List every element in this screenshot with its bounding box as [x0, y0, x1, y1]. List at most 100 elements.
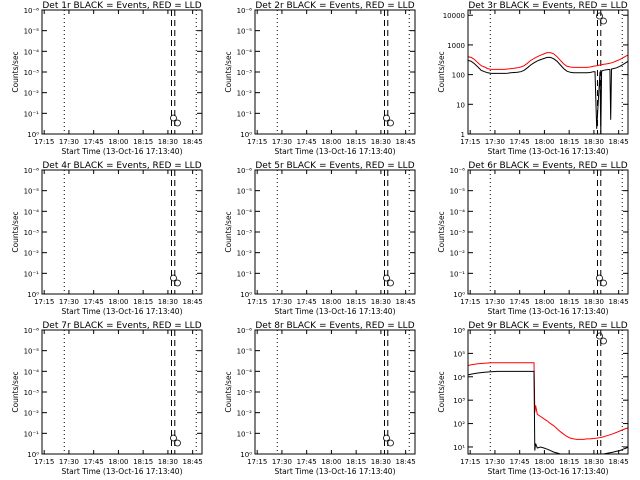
x-tick-label: 17:15: [34, 298, 54, 306]
y-tick-label: 10⁵: [453, 350, 465, 358]
event-marker: [174, 119, 181, 127]
y-tick-label: 10⁻⁶: [237, 7, 253, 15]
plot-frame: [467, 9, 629, 135]
y-tick-label: 10⁰: [27, 451, 39, 459]
x-tick-label: 18:45: [183, 298, 203, 306]
x-tick-label: 17:45: [297, 138, 317, 146]
x-tick-label: 17:15: [34, 138, 54, 146]
event-marker: [387, 279, 394, 287]
event-marker: [170, 434, 177, 442]
y-tick-label: 10⁻⁵: [237, 188, 253, 196]
y-tick-label: 10⁻⁵: [24, 348, 40, 356]
y-axis-label: Counts/sec: [11, 371, 20, 412]
y-tick-label: 10⁰: [240, 451, 252, 459]
plot-frame: [467, 329, 629, 455]
y-tick-label: 10⁻⁶: [237, 327, 253, 335]
x-tick-label: 17:45: [84, 458, 104, 466]
panel-title: Det 4r BLACK = Events, RED = LLD: [42, 161, 201, 171]
x-tick-label: 17:30: [59, 138, 79, 146]
x-tick-label: 17:45: [84, 138, 104, 146]
x-tick-label: 18:30: [584, 138, 604, 146]
x-tick-label: 18:15: [133, 298, 153, 306]
y-tick-label: 10²: [453, 421, 465, 429]
x-tick-label: 17:45: [510, 458, 530, 466]
x-tick-label: 18:45: [609, 138, 629, 146]
y-tick-label: 1: [461, 131, 465, 139]
y-tick-label: 10⁰: [240, 131, 252, 139]
y-tick-label: 10⁻³: [237, 389, 253, 397]
panel-title: Det 8r BLACK = Events, RED = LLD: [255, 321, 414, 331]
y-tick-label: 10⁻⁵: [24, 28, 40, 36]
x-tick-label: 18:45: [183, 138, 203, 146]
plot-frame: [41, 329, 203, 455]
y-tick-label: 10⁻³: [450, 229, 466, 237]
x-tick-label: 17:45: [510, 298, 530, 306]
y-tick-label: 10⁻⁶: [24, 7, 40, 15]
plot-frame: [467, 169, 629, 295]
y-tick-label: 10⁻²: [24, 250, 40, 258]
panel-title: Det 2r BLACK = Events, RED = LLD: [255, 1, 414, 11]
y-tick-label: 10⁻¹: [237, 110, 253, 118]
y-tick-label: 10⁰: [453, 291, 465, 299]
panel-1: Det 1r BLACK = Events, RED = LLD Counts/s…: [11, 1, 203, 156]
y-axis-label: Counts/sec: [224, 51, 233, 92]
panel-2: Det 2r BLACK = Events, RED = LLD Counts/s…: [224, 1, 416, 156]
y-tick-label: 10⁻²: [237, 90, 253, 98]
y-tick-label: 10⁻²: [237, 410, 253, 418]
x-tick-label: 17:15: [247, 458, 267, 466]
panel-title: Det 6r BLACK = Events, RED = LLD: [468, 161, 627, 171]
panel-title: Det 9r BLACK = Events, RED = LLD: [468, 321, 627, 331]
y-tick-label: 10⁻¹: [24, 110, 40, 118]
x-tick-label: 18:15: [346, 458, 366, 466]
x-tick-label: 17:30: [272, 458, 292, 466]
y-tick-label: 1000: [447, 42, 465, 50]
x-tick-label: 17:45: [510, 138, 530, 146]
y-axis-label: Counts/sec: [437, 211, 446, 252]
panel-7: Det 7r BLACK = Events, RED = LLD Counts/s…: [11, 321, 203, 476]
y-tick-label: 10⁻⁶: [24, 167, 40, 175]
x-tick-label: 18:45: [183, 458, 203, 466]
x-tick-label: 18:00: [108, 458, 128, 466]
x-tick-label: 17:30: [272, 298, 292, 306]
plot-frame: [254, 329, 416, 455]
panel-6: Det 6r BLACK = Events, RED = LLD Counts/s…: [437, 161, 629, 316]
event-rate-line: [467, 56, 629, 135]
x-tick-label: 17:30: [59, 298, 79, 306]
y-tick-label: 10⁻⁴: [237, 368, 253, 376]
x-tick-label: 18:45: [396, 458, 416, 466]
x-tick-label: 18:00: [534, 298, 554, 306]
y-axis-label: Counts/sec: [437, 51, 446, 92]
y-tick-label: 10⁴: [453, 374, 465, 382]
event-marker: [174, 279, 181, 287]
y-tick-label: 10⁻¹: [24, 430, 40, 438]
event-marker: [383, 434, 390, 442]
y-tick-label: 10⁻³: [24, 229, 40, 237]
x-tick-label: 18:45: [396, 138, 416, 146]
x-axis-label: Start Time (13-Oct-16 17:13:40): [487, 307, 608, 316]
lld-rate-line: [467, 52, 629, 70]
y-tick-label: 10⁻³: [24, 69, 40, 77]
y-tick-label: 10⁻²: [24, 410, 40, 418]
event-rate-line: [467, 370, 629, 455]
x-tick-label: 18:15: [559, 298, 579, 306]
x-tick-label: 18:30: [158, 458, 178, 466]
event-marker: [174, 439, 181, 447]
x-tick-label: 18:00: [108, 298, 128, 306]
x-tick-label: 18:15: [133, 458, 153, 466]
x-tick-label: 18:00: [321, 298, 341, 306]
panel-8: Det 8r BLACK = Events, RED = LLD Counts/s…: [224, 321, 416, 476]
y-axis-label: Counts/sec: [437, 371, 446, 412]
x-tick-label: 18:15: [346, 298, 366, 306]
y-tick-label: 10: [456, 101, 465, 109]
x-tick-label: 18:00: [321, 458, 341, 466]
x-tick-label: 17:15: [247, 138, 267, 146]
y-tick-label: 10⁻⁵: [450, 188, 466, 196]
x-axis-label: Start Time (13-Oct-16 17:13:40): [274, 307, 395, 316]
panel-5: Det 5r BLACK = Events, RED = LLD Counts/s…: [224, 161, 416, 316]
x-tick-label: 17:30: [485, 138, 505, 146]
plot-frame: [254, 9, 416, 135]
x-tick-label: 18:30: [584, 458, 604, 466]
y-tick-label: 10⁻¹: [450, 270, 466, 278]
y-axis-label: Counts/sec: [11, 51, 20, 92]
